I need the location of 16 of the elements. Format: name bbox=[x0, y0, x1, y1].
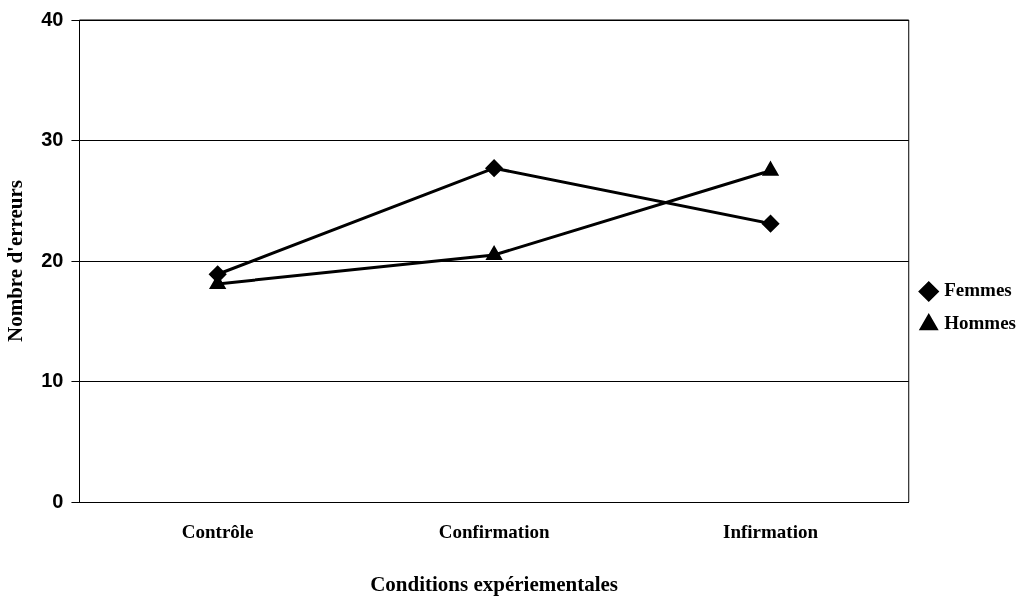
y-tick-label: 40 bbox=[41, 7, 64, 30]
y-tick-label: 20 bbox=[41, 248, 64, 271]
point bbox=[485, 159, 503, 177]
y-tick-label: 30 bbox=[41, 128, 64, 151]
point bbox=[762, 162, 779, 176]
x-tick-label: Confirmation bbox=[438, 521, 550, 543]
x-axis-title: Conditions expériementales bbox=[370, 571, 619, 596]
point bbox=[486, 246, 502, 260]
y-tick-label: 0 bbox=[52, 489, 64, 512]
x-tick-label: Infirmation bbox=[723, 521, 819, 543]
legend-label: Hommes bbox=[944, 312, 1017, 334]
y-axis-title: Nombre d'erreurs bbox=[3, 180, 28, 342]
x-tick-label: Contrôle bbox=[181, 521, 254, 543]
legend-label: Femmes bbox=[944, 279, 1012, 301]
point bbox=[762, 215, 780, 233]
y-tick-label: 10 bbox=[41, 369, 64, 392]
